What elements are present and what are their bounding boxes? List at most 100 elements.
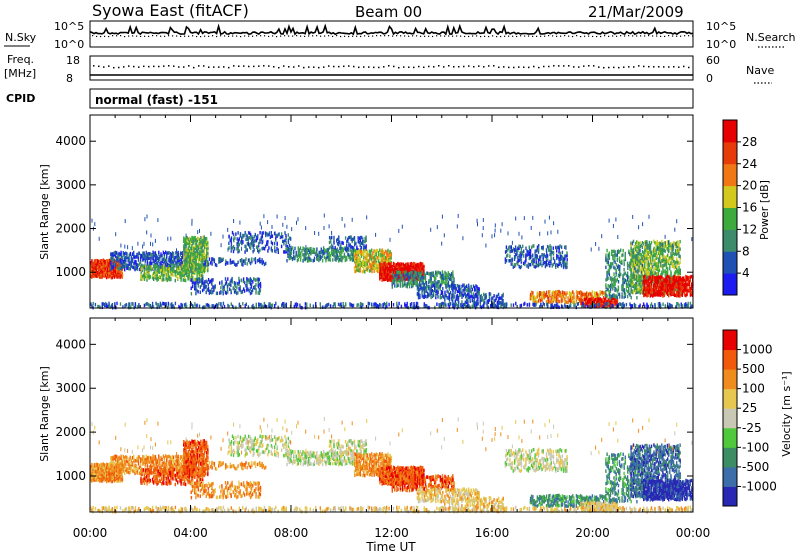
power-cell — [529, 255, 532, 260]
power-cell — [321, 254, 324, 259]
power-cell — [365, 238, 367, 243]
power-cell — [197, 261, 200, 265]
power-cell — [442, 301, 444, 306]
power-cell — [647, 260, 649, 264]
power-cell — [354, 259, 356, 264]
power-cell — [257, 248, 259, 253]
noise-search-dot — [260, 35, 262, 37]
power-cell — [126, 263, 128, 267]
power-cell — [670, 251, 672, 256]
power-cell — [642, 267, 645, 272]
power-cell — [110, 252, 112, 256]
power-cell — [206, 287, 208, 292]
noise-search-dot — [628, 35, 630, 37]
power-cell — [430, 281, 432, 286]
power-cell — [613, 253, 615, 258]
power-cell — [634, 255, 637, 259]
power-cell — [235, 263, 237, 267]
power-cell — [509, 245, 511, 249]
power-cell — [641, 263, 644, 267]
power-cell — [99, 267, 101, 271]
nave-dot — [513, 66, 515, 69]
power-cell — [645, 267, 647, 271]
power-cell — [148, 256, 151, 261]
power-cell — [649, 287, 652, 291]
power-cell — [624, 292, 627, 296]
power-cell — [190, 246, 192, 250]
power-cell — [633, 270, 636, 274]
power-cell — [156, 272, 158, 277]
power-cell — [253, 285, 255, 290]
nave-dot — [193, 66, 195, 69]
power-cell — [543, 260, 545, 265]
power-cell — [176, 256, 178, 261]
power-cell — [637, 240, 639, 245]
power-cell — [645, 288, 647, 292]
noise-search-dot — [224, 35, 226, 37]
power-cell — [589, 291, 591, 296]
power-cell — [646, 277, 648, 281]
power-cell — [472, 284, 475, 288]
power-cell — [437, 286, 439, 290]
power-cell — [576, 295, 579, 299]
power-cell — [398, 270, 401, 274]
power-cell — [605, 285, 607, 290]
power-cell — [420, 273, 422, 277]
power-cell — [619, 265, 621, 269]
power-cell — [239, 240, 242, 244]
power-cell — [537, 293, 540, 297]
power-cell — [110, 275, 112, 280]
power-cell — [566, 257, 568, 262]
power-cell — [229, 282, 231, 287]
power-cell — [382, 256, 384, 260]
power-cell — [542, 245, 544, 249]
power-cell — [263, 262, 266, 267]
power-cell — [331, 243, 333, 248]
power-cell — [430, 274, 432, 278]
power-cell — [427, 291, 429, 296]
power-cell — [234, 236, 236, 240]
power-cell — [634, 264, 637, 268]
power-cell — [390, 261, 392, 266]
power-cell — [193, 260, 195, 264]
freq-left-tick-top: 18 — [66, 54, 80, 67]
power-cell — [172, 266, 174, 270]
power-cell — [641, 267, 644, 272]
power-cell — [631, 252, 633, 257]
power-cell — [424, 289, 427, 294]
power-cell — [194, 258, 197, 262]
power-cell — [623, 280, 625, 285]
nave-dot — [413, 66, 415, 69]
power-cell — [507, 248, 509, 252]
power-cell — [660, 245, 662, 249]
power-cell — [614, 294, 616, 299]
noise-search-dot — [408, 35, 410, 37]
power-cell — [122, 251, 124, 255]
nave-dot — [373, 66, 375, 69]
power-cell — [152, 271, 155, 276]
power-cell — [613, 249, 615, 253]
power-cell — [258, 250, 260, 254]
power-cell — [648, 240, 651, 245]
power-cell — [278, 232, 280, 236]
power-cell — [624, 256, 626, 260]
power-cell — [471, 298, 473, 303]
power-cell — [200, 240, 202, 244]
power-cell — [644, 293, 646, 297]
power-cell — [185, 247, 187, 252]
power-cell — [352, 246, 355, 250]
power-cell — [104, 263, 107, 268]
power-cell — [670, 260, 672, 265]
power-cell — [545, 263, 548, 267]
power-cell — [357, 248, 359, 252]
power-cell — [448, 287, 451, 291]
power-cell — [199, 290, 201, 294]
power-cell — [661, 264, 663, 269]
nave-dot — [613, 66, 615, 69]
power-cell — [345, 255, 348, 260]
power-cell — [605, 290, 607, 294]
power-cell — [560, 298, 563, 303]
nave-dot — [158, 65, 160, 68]
power-cell — [440, 279, 443, 283]
power-cell — [605, 283, 607, 287]
